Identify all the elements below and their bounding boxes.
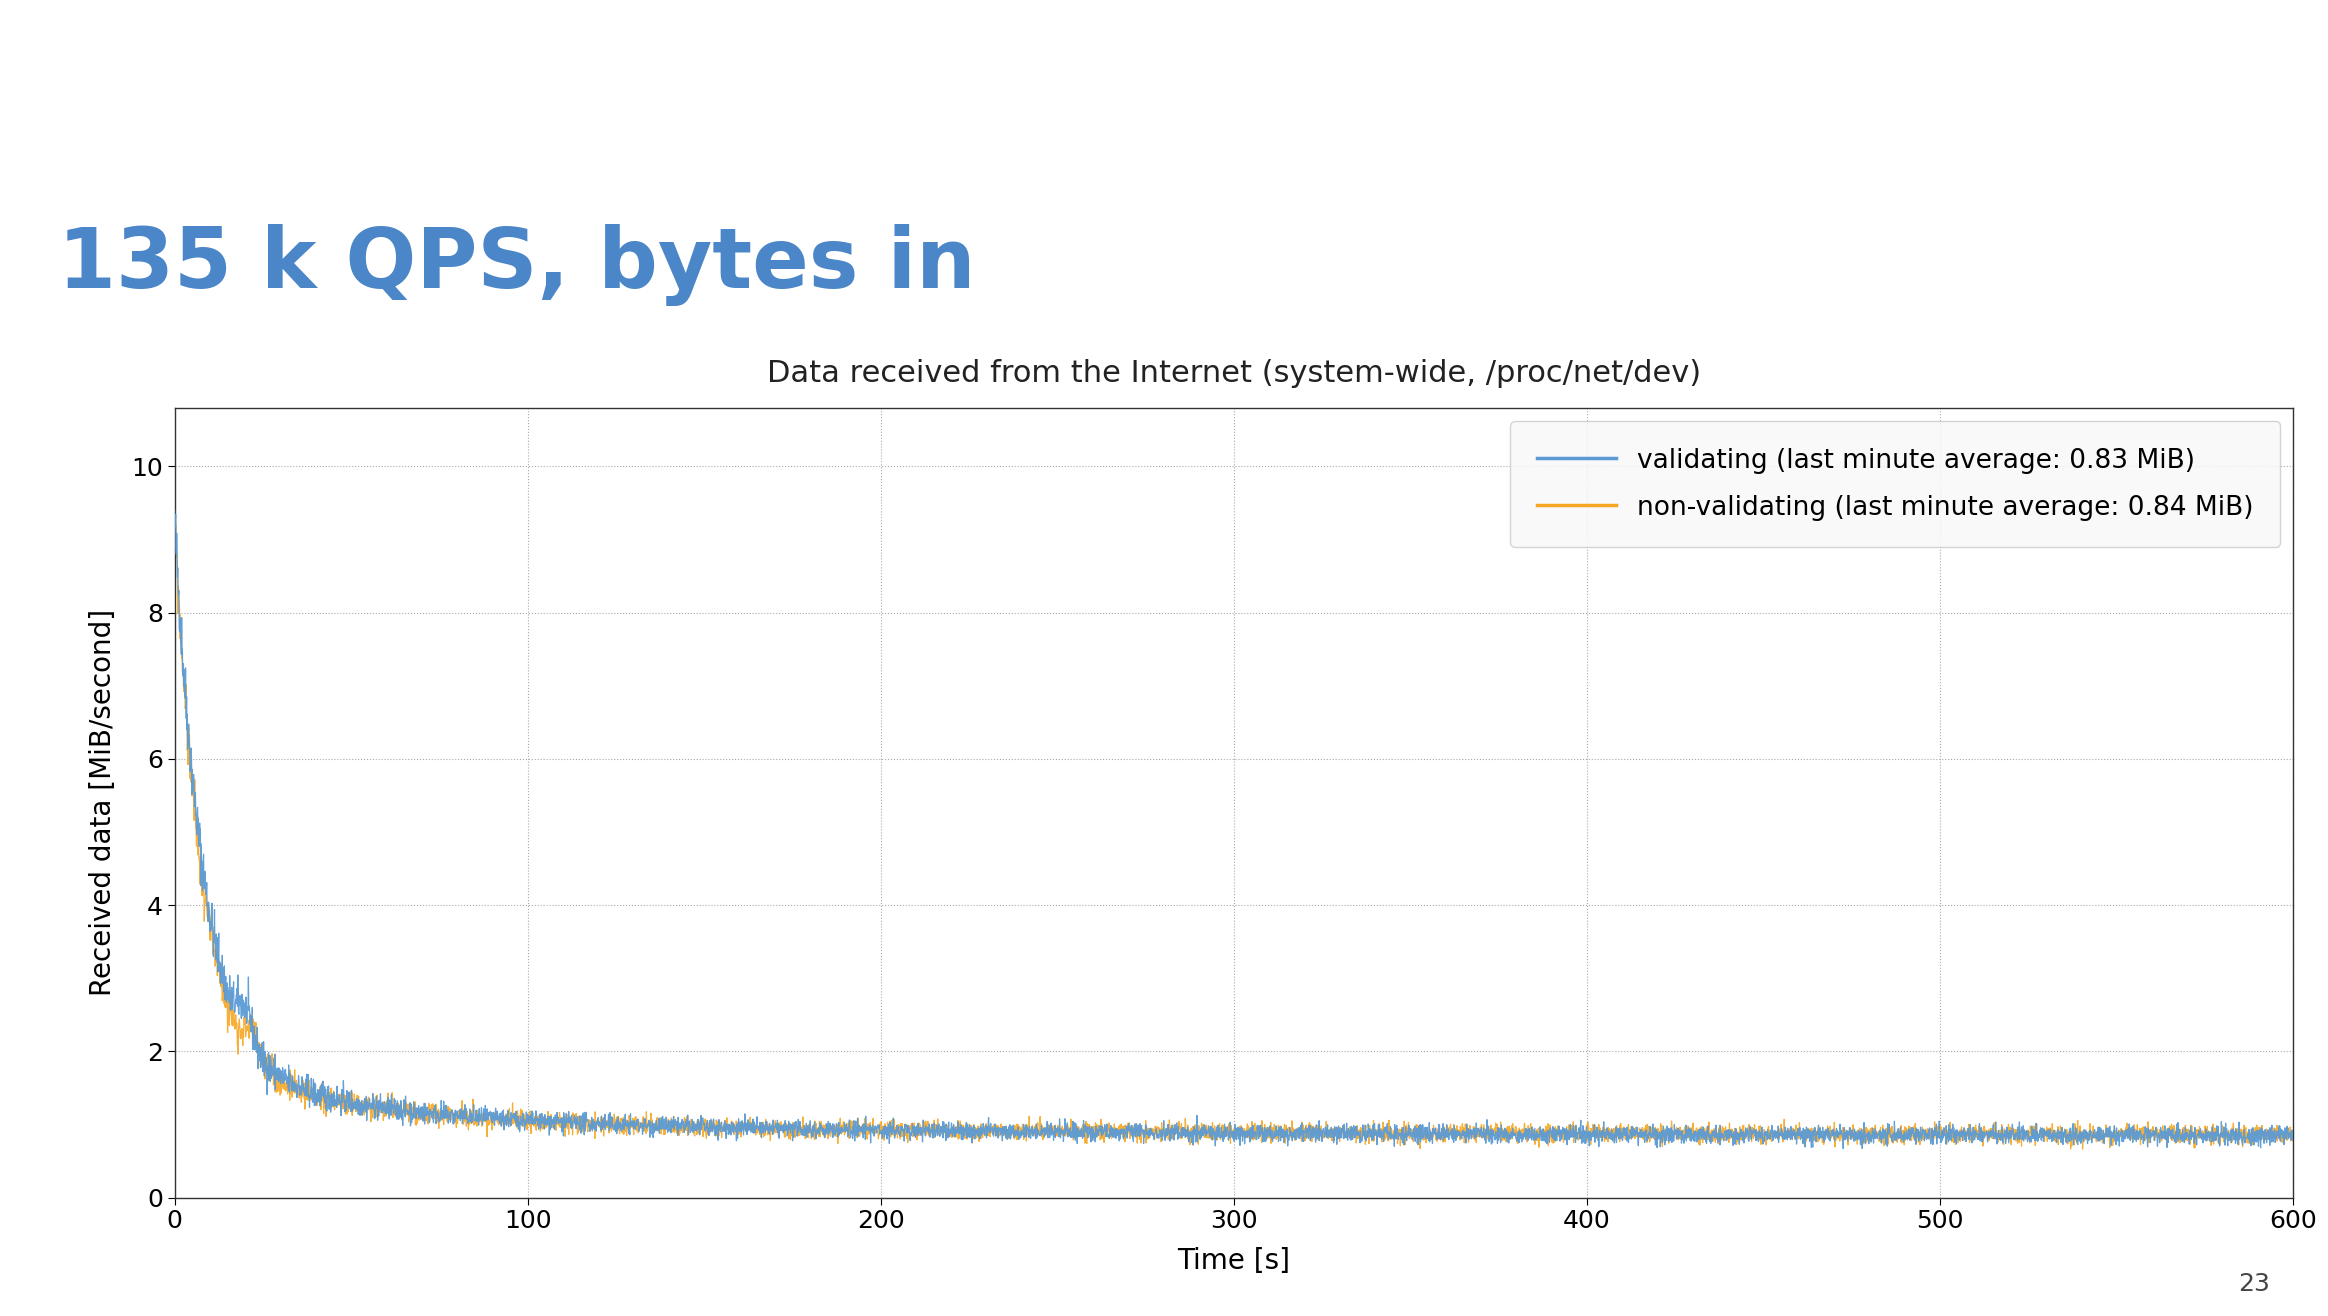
Text: Data received from the Internet (system-wide, /proc/net/dev): Data received from the Internet (system-… <box>766 359 1702 388</box>
Y-axis label: Received data [MiB/second]: Received data [MiB/second] <box>88 609 116 996</box>
Text: 23: 23 <box>2237 1273 2270 1296</box>
X-axis label: Time [s]: Time [s] <box>1178 1248 1290 1275</box>
Text: 135 k QPS, bytes in: 135 k QPS, bytes in <box>58 224 975 305</box>
Legend: validating (last minute average: 0.83 MiB), non-validating (last minute average:: validating (last minute average: 0.83 Mi… <box>1511 421 2279 547</box>
